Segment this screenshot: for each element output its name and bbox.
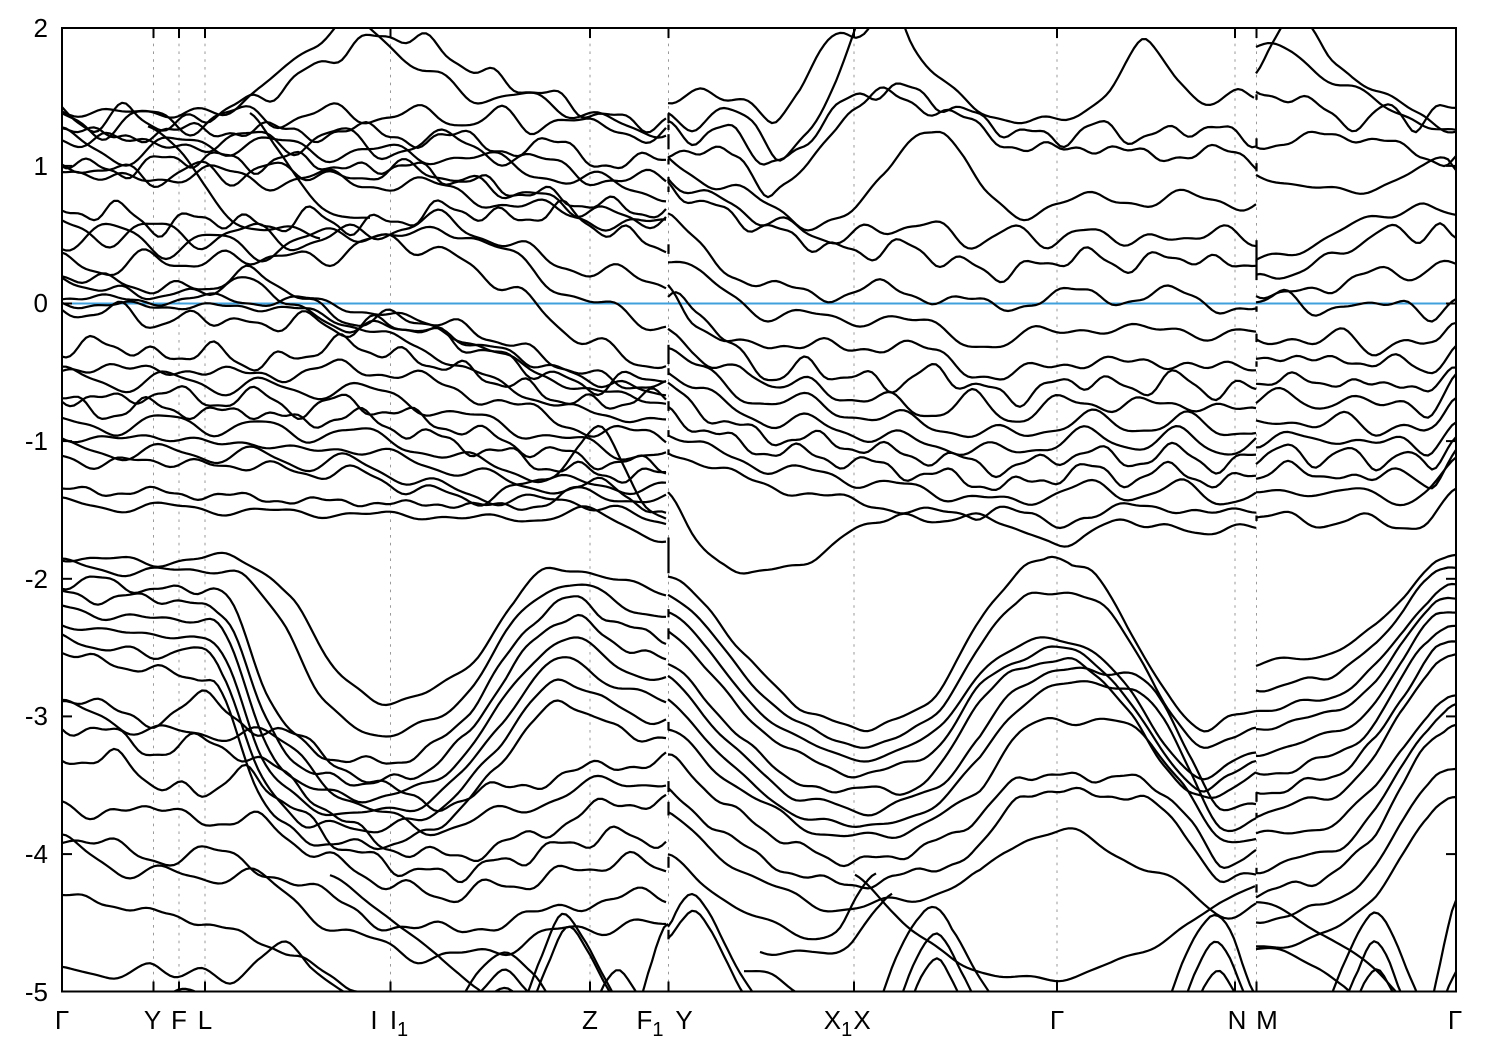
svg-text:L: L: [198, 1005, 212, 1035]
svg-text:0: 0: [34, 288, 48, 318]
svg-text:X: X: [853, 1005, 870, 1035]
svg-text:Z: Z: [582, 1005, 598, 1035]
svg-text:Γ: Γ: [1448, 1005, 1462, 1035]
svg-text:Γ: Γ: [1050, 1005, 1064, 1035]
svg-text:Γ: Γ: [55, 1005, 69, 1035]
svg-text:M: M: [1256, 1005, 1278, 1035]
svg-text:Y: Y: [675, 1005, 692, 1035]
svg-text:I: I: [370, 1005, 377, 1035]
svg-text:-5: -5: [25, 977, 48, 1007]
svg-text:-1: -1: [25, 426, 48, 456]
svg-text:2: 2: [34, 13, 48, 43]
svg-text:-4: -4: [25, 839, 48, 869]
svg-text:-3: -3: [25, 701, 48, 731]
svg-text:N: N: [1228, 1005, 1247, 1035]
svg-text:-2: -2: [25, 564, 48, 594]
svg-text:1: 1: [34, 151, 48, 181]
svg-text:F: F: [171, 1005, 187, 1035]
svg-text:Y: Y: [144, 1005, 161, 1035]
